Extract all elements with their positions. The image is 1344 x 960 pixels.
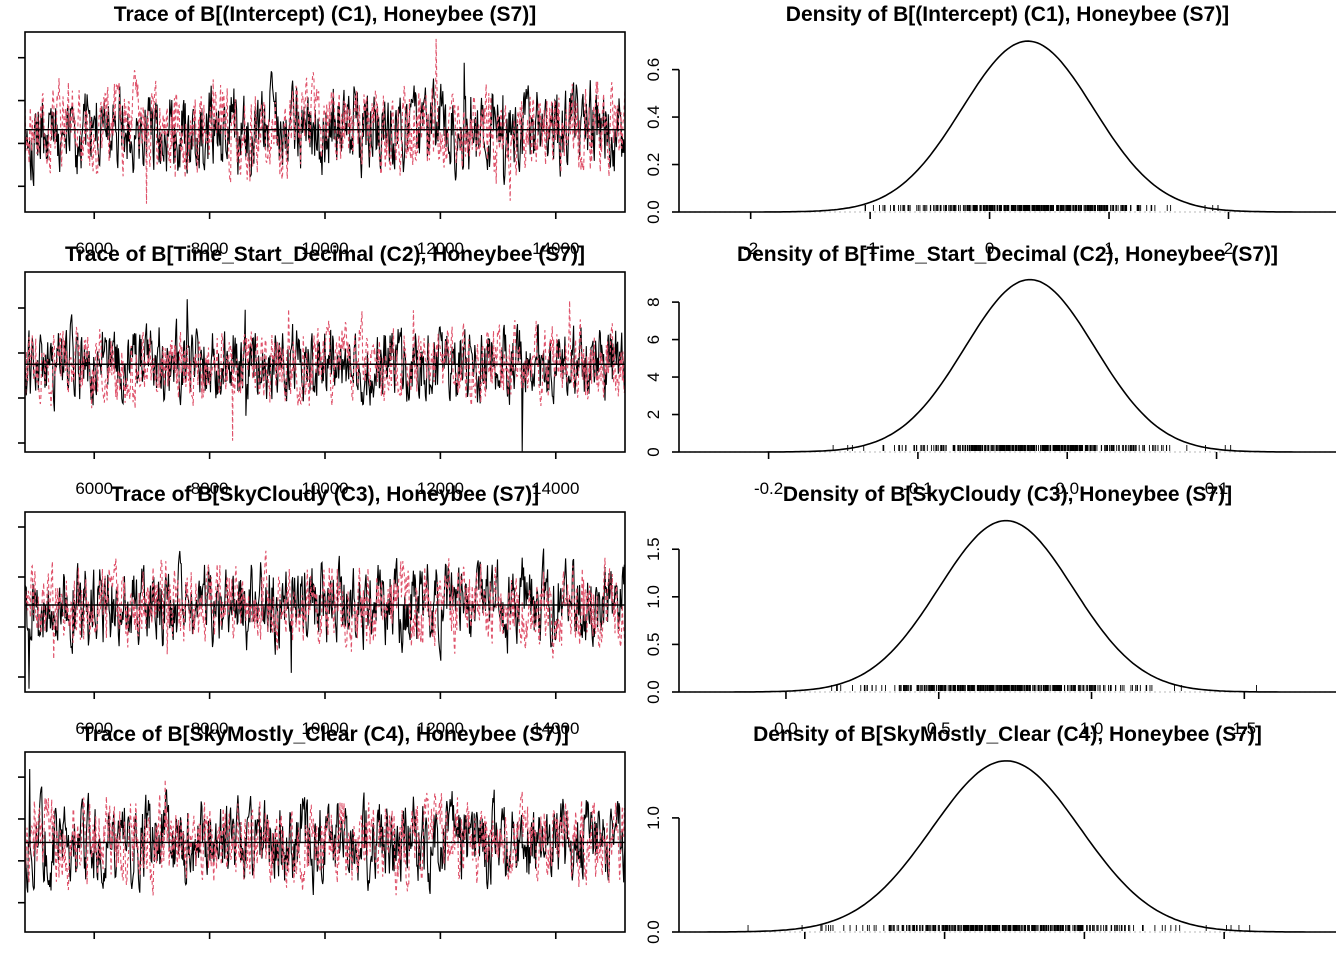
y-tick-label: 0.0 (644, 680, 663, 704)
x-tick-label: -2 (743, 239, 758, 258)
y-tick-label: 1.5 (644, 537, 663, 561)
plot-title: Trace of B[SkyMostly_Clear (C4), Honeybe… (81, 723, 569, 746)
rug-marks (831, 685, 1257, 691)
x-tick-label: 10000 (301, 719, 348, 738)
x-tick-label: 12000 (417, 239, 464, 258)
density-plot-sky-cloudy: 0.0 0.5 1.0 1.5 0.0 0.5 1.0 1.5 (644, 519, 1336, 738)
density-curve (679, 760, 1336, 933)
trace-plot-time-start: 6000 8000 10000 12000 14000 (18, 271, 626, 498)
density-plot-time-start: 0 2 4 6 8 -0.2 -0.1 0.0 0.1 (644, 278, 1336, 498)
density-plot-sky-mostly-clear: 0.01.00.00.51.01.5 (644, 760, 1336, 960)
y-tick-label: 6 (644, 335, 663, 344)
y-tick-label: 4 (644, 372, 663, 381)
rug-marks (864, 205, 1219, 211)
density-plot-intercept: 0.0 0.2 0.4 0.6 -2 -1 0 1 2 (644, 40, 1336, 258)
trace-plot-sky-cloudy: 6000 8000 10000 12000 14000 (18, 511, 626, 738)
x-tick-label: -0.1 (903, 479, 932, 498)
density-cell-sky-mostly-clear: Density of B[SkyMostly_Clear (C4), Honey… (644, 720, 1344, 960)
x-tick-label: 12000 (417, 719, 464, 738)
x-tick-label: 14000 (532, 239, 579, 258)
x-tick-label: 6000 (75, 479, 113, 498)
x-tick-label: 1.5 (1233, 719, 1257, 738)
plot-title: Density of B[SkyMostly_Clear (C4), Honey… (753, 723, 1262, 746)
x-tick-label: 1 (1104, 239, 1113, 258)
x-tick-label: -0.2 (754, 479, 783, 498)
trace-chain-1 (24, 299, 626, 452)
density-cell-sky-cloudy: Density of B[SkyCloudy (C3), Honeybee (S… (644, 480, 1344, 738)
x-tick-label: 14000 (532, 719, 579, 738)
plot-title: Trace of B[Time_Start_Decimal (C2), Hone… (64, 243, 586, 266)
y-tick-label: 2 (644, 410, 663, 419)
y-tick-label: 0.2 (644, 153, 663, 177)
rug-marks (747, 925, 1251, 931)
density-curve (679, 278, 1336, 453)
trace-cell-intercept: Trace of B[(Intercept) (C1), Honeybee (S… (0, 0, 648, 258)
y-tick-label: 8 (644, 297, 663, 306)
trace-chain-1 (24, 62, 626, 187)
x-tick-label: 8000 (191, 719, 229, 738)
x-tick-label: 0.0 (1055, 479, 1079, 498)
x-tick-label: 10000 (301, 479, 348, 498)
y-tick-label: 1.0 (644, 806, 663, 830)
density-cell-time-start: Density of B[Time_Start_Decimal (C2), Ho… (644, 240, 1344, 498)
x-tick-label: 8000 (191, 239, 229, 258)
density-curve (679, 40, 1336, 213)
trace-cell-sky-mostly-clear: Trace of B[SkyMostly_Clear (C4), Honeybe… (0, 720, 648, 960)
rug-marks (832, 445, 1232, 451)
x-tick-label: 0.5 (927, 719, 951, 738)
trace-cell-sky-cloudy: Trace of B[SkyCloudy (C3), Honeybee (S7)… (0, 480, 648, 738)
plot-title: Trace of B[SkyCloudy (C3), Honeybee (S7)… (110, 483, 540, 506)
plot-title: Density of B[Time_Start_Decimal (C2), Ho… (736, 243, 1279, 266)
y-tick-label: 0.0 (644, 200, 663, 224)
x-tick-label: 0.1 (1205, 479, 1229, 498)
density-cell-intercept: Density of B[(Intercept) (C1), Honeybee … (644, 0, 1344, 258)
x-tick-label: 8000 (191, 479, 229, 498)
x-tick-label: 0.0 (774, 719, 798, 738)
y-tick-label: 0.6 (644, 58, 663, 82)
trace-cell-time-start: Trace of B[Time_Start_Decimal (C2), Hone… (0, 240, 648, 498)
trace-chain-2 (24, 38, 626, 204)
plot-title: Trace of B[(Intercept) (C1), Honeybee (S… (113, 3, 537, 26)
x-tick-label: 10000 (301, 239, 348, 258)
x-tick-label: 12000 (417, 479, 464, 498)
x-tick-label: 2 (1224, 239, 1233, 258)
trace-chain-2 (24, 779, 626, 896)
y-tick-label: 0.4 (644, 105, 663, 129)
x-tick-label: 6000 (75, 239, 113, 258)
density-curve (679, 519, 1336, 693)
y-tick-label: 0 (644, 447, 663, 456)
x-tick-label: 14000 (532, 479, 579, 498)
plot-title: Density of B[SkyCloudy (C3), Honeybee (S… (782, 483, 1233, 506)
y-tick-label: 1.0 (644, 585, 663, 609)
y-tick-label: 0.5 (644, 633, 663, 657)
x-tick-label: -1 (863, 239, 878, 258)
x-tick-label: 6000 (75, 719, 113, 738)
x-tick-label: 0 (985, 239, 994, 258)
x-tick-label: 1.0 (1080, 719, 1104, 738)
plot-title: Density of B[(Intercept) (C1), Honeybee … (785, 3, 1230, 26)
y-tick-label: 0.0 (644, 920, 663, 944)
trace-plot-intercept: 6000 8000 10000 12000 14000 (18, 31, 626, 258)
